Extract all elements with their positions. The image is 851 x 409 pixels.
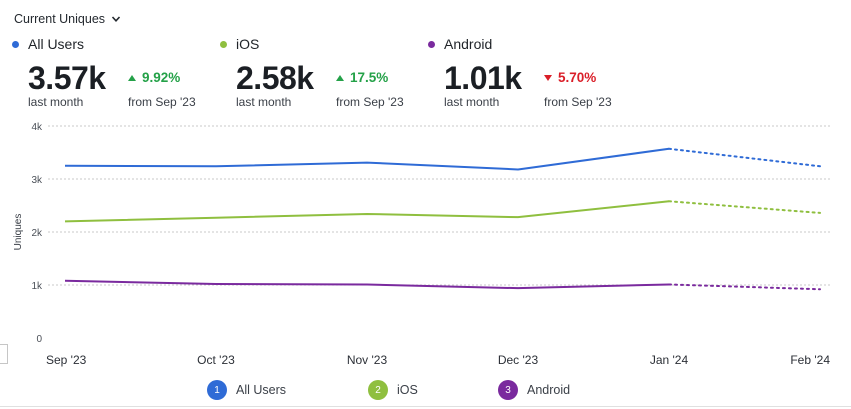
- metric-change-value: 9.92%: [142, 70, 181, 85]
- metric-dropdown-label: Current Uniques: [14, 12, 106, 26]
- x-tick-label: Nov '23: [347, 353, 388, 367]
- metric-value: 3.57k: [28, 60, 106, 96]
- metric-value-caption: last month: [444, 95, 500, 109]
- legend-badge: 1: [207, 380, 227, 400]
- metric-value-caption: last month: [28, 95, 84, 109]
- series-forecast-line: [668, 283, 821, 291]
- metric-change-value: 5.70%: [558, 70, 597, 85]
- series-forecast-line: [668, 147, 821, 168]
- chevron-down-icon: [111, 16, 121, 22]
- legend-item-all-users[interactable]: 1 All Users: [207, 380, 286, 400]
- x-tick-label: Jan '24: [650, 353, 689, 367]
- metric-name: Android: [444, 36, 493, 52]
- metric-card-android: Android 1.01k last month 5.70% from Sep …: [428, 36, 638, 109]
- y-tick-label: 4k: [31, 122, 43, 133]
- ios-dot: [220, 40, 227, 48]
- android-dot: [428, 40, 435, 48]
- chart-legend: 1 All Users 2 iOS 3 Android: [0, 380, 851, 404]
- series-forecast-line: [668, 200, 821, 214]
- metric-card-ios: iOS 2.58k last month 17.5% from Sep '23: [220, 36, 430, 109]
- metric-change-caption: from Sep '23: [336, 95, 404, 109]
- metric-value-caption: last month: [236, 95, 292, 109]
- metric-name: iOS: [236, 36, 260, 52]
- legend-item-ios[interactable]: 2 iOS: [368, 380, 418, 400]
- metric-value: 2.58k: [236, 60, 314, 96]
- chart-scroll-handle[interactable]: [0, 344, 8, 364]
- metric-card-all-users: All Users 3.57k last month 9.92% from Se…: [12, 36, 222, 109]
- divider: [0, 406, 851, 407]
- metric-change: 9.92%: [128, 70, 180, 85]
- legend-label: All Users: [236, 383, 287, 397]
- arrow-up-icon: [128, 74, 136, 81]
- x-tick-label: Oct '23: [197, 353, 235, 367]
- metric-value: 1.01k: [444, 60, 522, 96]
- x-tick-label: Sep '23: [46, 353, 87, 367]
- y-axis-label: Uniques: [13, 214, 24, 251]
- legend-badge: 2: [368, 380, 388, 400]
- series-line: [64, 200, 670, 223]
- metric-change-caption: from Sep '23: [544, 95, 612, 109]
- y-tick-label: 3k: [31, 175, 43, 186]
- legend-label: Android: [527, 383, 571, 397]
- line-chart: 0 1k 2k 3k 4k Uniques Sep '23 Oct '23 Nov '23 Dec…: [13, 122, 832, 367]
- series-line: [64, 279, 670, 290]
- metric-change: 5.70%: [544, 70, 596, 85]
- x-tick-label: Dec '23: [498, 353, 539, 367]
- legend-item-android[interactable]: 3 Android: [498, 380, 570, 400]
- series-line: [64, 147, 670, 171]
- legend-badge: 3: [498, 380, 518, 400]
- metric-change: 17.5%: [336, 70, 388, 85]
- all-users-dot: [12, 40, 19, 48]
- arrow-down-icon: [544, 74, 552, 81]
- y-tick-label: 2k: [31, 228, 43, 239]
- metric-dropdown[interactable]: Current Uniques: [14, 12, 121, 26]
- metric-change-value: 17.5%: [350, 70, 389, 85]
- metric-change-caption: from Sep '23: [128, 95, 196, 109]
- y-tick-label: 1k: [31, 281, 43, 292]
- x-tick-label: Feb '24: [790, 353, 830, 367]
- arrow-up-icon: [336, 74, 344, 81]
- legend-label: iOS: [397, 383, 418, 397]
- metric-name: All Users: [28, 36, 85, 52]
- y-tick-label: 0: [36, 334, 42, 345]
